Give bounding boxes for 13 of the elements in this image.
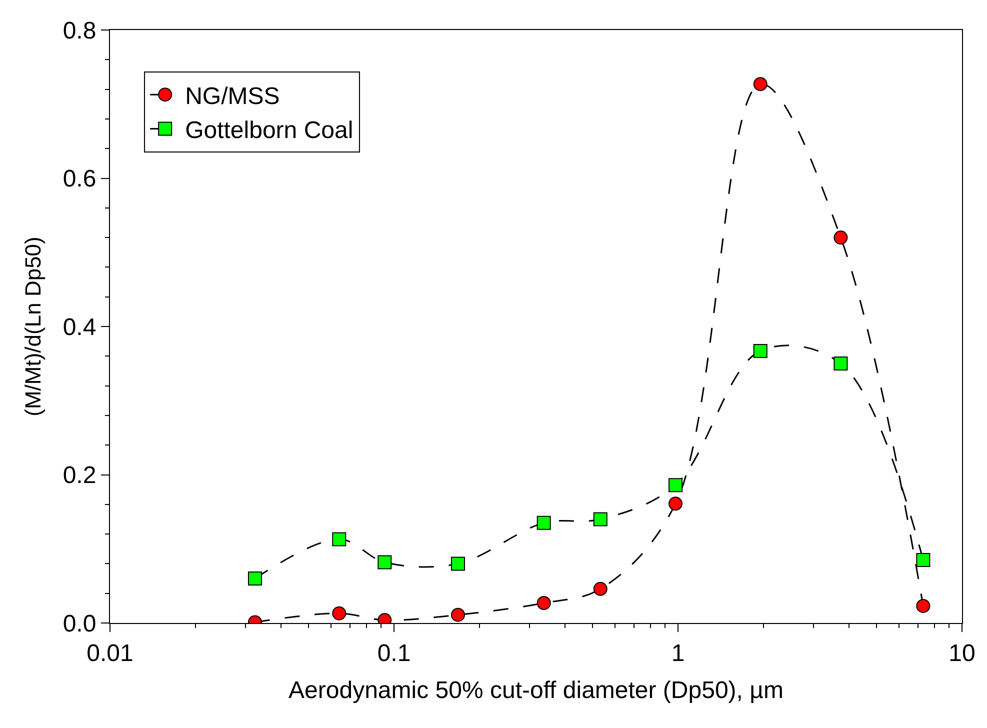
y-axis-title: (M/Mt)/d(Ln Dp50) [20, 236, 46, 416]
legend-label: NG/MSS [185, 82, 280, 110]
y-tick-label: 0.8 [62, 17, 96, 44]
y-tick-label: 0.6 [62, 166, 96, 193]
y-tick-label: 0.4 [62, 314, 96, 341]
y-tick-label: 0.0 [62, 610, 96, 638]
x-tick-label: 0.1 [377, 640, 411, 667]
x-tick-label: 0.01 [86, 640, 134, 667]
x-axis-title: Aerodynamic 50% cut-off diameter (Dp50), µm [288, 677, 784, 704]
y-tick-label: 0.2 [62, 462, 96, 490]
x-tick-label: 1 [671, 640, 685, 667]
x-tick-label: 10 [948, 640, 976, 667]
legend-label: Gottelborn Coal [185, 117, 354, 144]
